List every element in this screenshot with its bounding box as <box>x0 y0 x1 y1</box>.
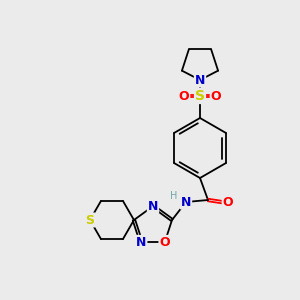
Text: S: S <box>85 214 94 226</box>
Text: N: N <box>195 74 205 86</box>
Text: O: O <box>179 89 189 103</box>
Text: O: O <box>223 196 233 209</box>
Text: N: N <box>136 236 146 249</box>
Text: N: N <box>181 196 191 208</box>
Text: H: H <box>170 191 178 201</box>
Text: N: N <box>148 200 158 213</box>
Text: O: O <box>159 236 170 249</box>
Text: O: O <box>211 89 221 103</box>
Text: S: S <box>195 89 205 103</box>
